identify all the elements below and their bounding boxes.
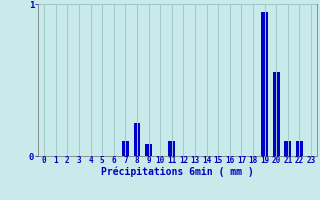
Bar	[145, 144, 152, 156]
Bar	[296, 141, 303, 156]
Bar	[133, 123, 140, 156]
Bar	[261, 12, 268, 156]
Bar	[168, 141, 175, 156]
Bar	[273, 72, 280, 156]
Bar	[284, 141, 291, 156]
X-axis label: Précipitations 6min ( mm ): Précipitations 6min ( mm )	[101, 166, 254, 177]
Bar	[122, 141, 129, 156]
